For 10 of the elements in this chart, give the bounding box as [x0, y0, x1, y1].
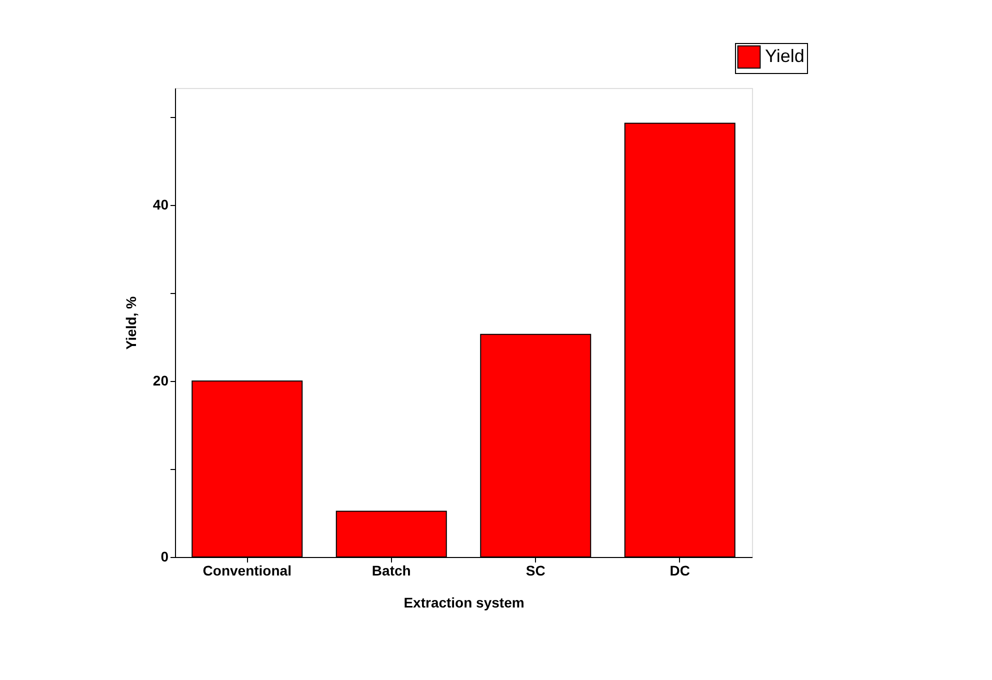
y-tick-label: 40: [152, 196, 169, 213]
y-tick-label: 20: [152, 372, 169, 389]
legend-label: Yield: [765, 46, 804, 66]
x-tick-label: SC: [526, 562, 546, 578]
y-axis-title: Yield, %: [122, 296, 139, 350]
x-tick-label: Batch: [372, 562, 411, 578]
x-axis-title: Extraction system: [404, 594, 524, 610]
y-tick-label: 0: [160, 548, 169, 564]
x-tick-label: Conventional: [202, 562, 292, 578]
x-tick-label: DC: [670, 562, 690, 578]
